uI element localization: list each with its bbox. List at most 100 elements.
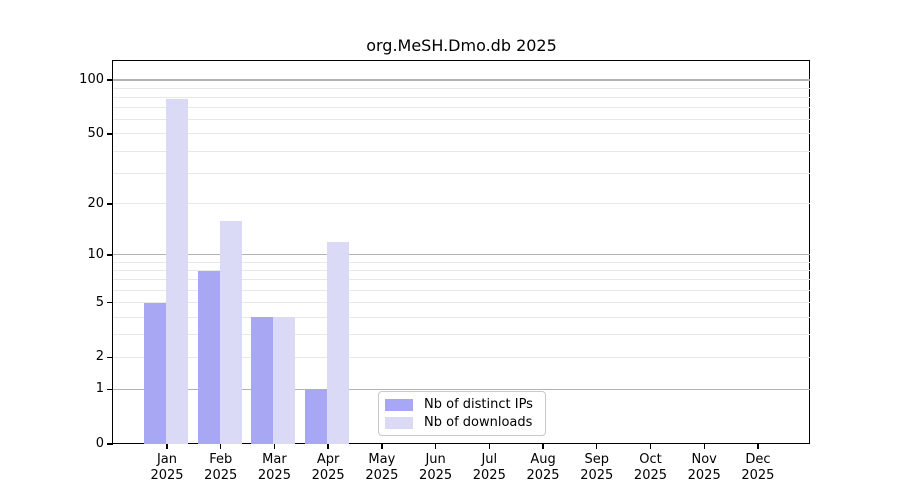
y-tick-label: 100 (79, 72, 104, 87)
x-tick-year: 2025 (633, 468, 668, 483)
minor-gridline (113, 290, 810, 292)
x-tick-year: 2025 (687, 468, 721, 483)
x-tick-mark (757, 444, 759, 449)
minor-gridline (113, 150, 810, 152)
y-tick-mark (107, 388, 113, 391)
x-tick-month: Jan (156, 452, 178, 467)
bar-distinct-ips (144, 302, 166, 444)
x-tick-year: 2025 (419, 468, 453, 483)
y-tick-mark (107, 254, 113, 256)
x-tick-year: 2025 (741, 468, 775, 483)
minor-gridline (113, 87, 810, 89)
major-gridline (113, 388, 810, 390)
y-tick-mark (107, 133, 113, 135)
y-tick-label: 5 (95, 294, 104, 310)
x-tick-label: Jan 2025 (139, 452, 195, 484)
y-tick-label: 1 (95, 381, 104, 397)
y-tick-label: 20 (87, 195, 104, 211)
legend-swatch-downloads (385, 416, 413, 429)
x-tick-year: 2025 (526, 468, 560, 483)
x-tick-mark (434, 444, 437, 449)
bar-downloads (166, 99, 188, 444)
legend: Nb of distinct IPs Nb of downloads (378, 391, 546, 436)
legend-item-downloads: Nb of downloads (385, 415, 545, 430)
plot-area (112, 60, 810, 444)
x-tick-mark (381, 444, 383, 449)
minor-gridline (113, 172, 810, 174)
y-tick-mark (107, 301, 113, 304)
y-tick-mark (107, 203, 113, 205)
bar-downloads (273, 317, 296, 444)
x-tick-mark (273, 444, 276, 449)
x-tick-label: Mar 2025 (246, 452, 302, 484)
minor-gridline (113, 133, 810, 135)
x-tick-label: Apr 2025 (300, 452, 356, 484)
minor-gridline (113, 203, 810, 205)
x-tick-label: Jul 2025 (461, 452, 517, 484)
minor-gridline (113, 119, 810, 121)
x-tick-month: Nov (691, 452, 717, 467)
minor-gridline (113, 270, 810, 272)
x-tick-year: 2025 (204, 468, 238, 483)
x-tick-month: Sep (584, 452, 609, 467)
x-tick-year: 2025 (311, 468, 345, 483)
x-tick-month: May (368, 452, 396, 467)
x-tick-year: 2025 (472, 468, 506, 483)
x-tick-label: Dec 2025 (730, 452, 786, 484)
y-tick-mark (107, 79, 113, 81)
x-tick-mark (220, 444, 222, 449)
x-tick-year: 2025 (257, 468, 291, 483)
legend-swatch-distinct-ips (385, 398, 413, 411)
x-tick-mark (488, 444, 490, 449)
legend-label-downloads: Nb of downloads (424, 415, 533, 430)
y-tick-mark (107, 356, 113, 359)
x-tick-label: Aug 2025 (515, 452, 571, 484)
x-tick-label: Sep 2025 (569, 452, 625, 484)
major-gridline (113, 254, 810, 256)
x-tick-year: 2025 (580, 468, 614, 483)
x-tick-mark (596, 444, 598, 449)
x-tick-label: Feb 2025 (193, 452, 249, 484)
y-tick-mark (107, 443, 113, 445)
y-tick-label: 2 (95, 349, 104, 365)
bar-distinct-ips (251, 317, 274, 444)
legend-item-distinct-ips: Nb of distinct IPs (385, 397, 545, 412)
chart-title: org.MeSH.Dmo.db 2025 (366, 36, 557, 55)
x-tick-month: Mar (262, 452, 287, 467)
x-tick-month: Dec (745, 452, 771, 467)
y-tick-label: 0 (95, 436, 104, 451)
x-tick-label: Nov 2025 (676, 452, 732, 484)
bar-distinct-ips (305, 389, 328, 444)
x-tick-mark (166, 444, 168, 449)
minor-gridline (113, 96, 810, 98)
x-tick-month: Oct (639, 452, 662, 467)
x-tick-month: Jul (481, 452, 498, 467)
bar-downloads (219, 220, 242, 444)
x-tick-mark (649, 444, 652, 449)
legend-label-distinct-ips: Nb of distinct IPs (424, 397, 533, 412)
x-tick-month: Apr (316, 452, 340, 467)
x-tick-mark (542, 444, 544, 449)
minor-gridline (113, 107, 810, 109)
x-tick-label: Jun 2025 (408, 452, 464, 484)
x-tick-year: 2025 (150, 468, 184, 483)
y-tick-label: 10 (87, 246, 104, 262)
minor-gridline (113, 334, 810, 336)
x-tick-label: May 2025 (354, 452, 410, 484)
x-tick-mark (327, 444, 329, 449)
x-tick-label: Oct 2025 (622, 452, 678, 484)
minor-gridline (113, 261, 810, 263)
bar-distinct-ips (197, 270, 220, 444)
x-tick-mark (703, 444, 705, 449)
x-tick-month: Jun (425, 452, 446, 467)
x-tick-month: Aug (530, 452, 556, 467)
minor-gridline (113, 316, 810, 318)
bar-downloads (327, 241, 350, 444)
x-tick-year: 2025 (365, 468, 399, 483)
minor-gridline (113, 279, 810, 281)
minor-gridline (113, 302, 810, 304)
minor-gridline (113, 356, 810, 358)
y-tick-label: 50 (87, 125, 104, 141)
major-gridline (113, 79, 810, 81)
